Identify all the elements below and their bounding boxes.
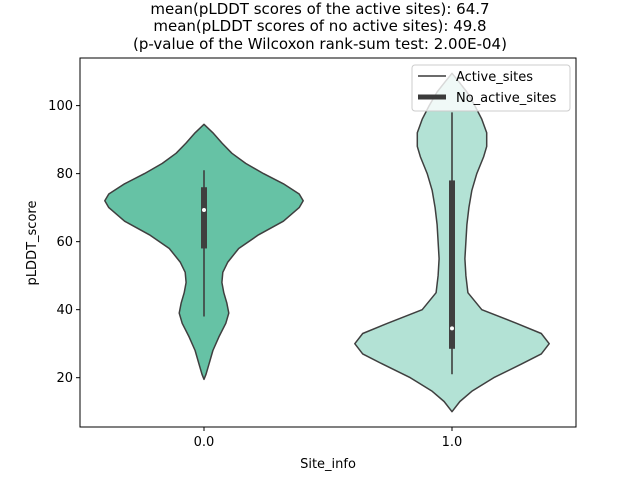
box-layer	[201, 112, 455, 375]
y-tick-label: 40	[56, 303, 73, 318]
legend-no-active-sites-label: No_active_sites	[456, 91, 557, 106]
y-tick-label: 80	[56, 167, 73, 182]
chart-title-line-1: mean(pLDDT scores of the active sites): …	[150, 0, 490, 18]
iqr-box-1-0	[449, 180, 455, 349]
violin-layer	[104, 72, 550, 413]
iqr-box-0-0	[201, 187, 207, 249]
x-axis-label: Site_info	[300, 457, 356, 472]
median-dot-0-0	[202, 208, 206, 213]
legend: Active_sites No_active_sites	[411, 64, 571, 112]
axes-frame	[79, 57, 577, 428]
y-tick-label: 60	[56, 235, 73, 250]
median-dot-1-0	[450, 326, 454, 331]
legend-active-sites-label: Active_sites	[456, 70, 533, 85]
y-tick-label: 20	[56, 371, 73, 386]
y-axis-ticks: 20 40 60 80 100	[48, 99, 80, 386]
y-tick-label: 100	[48, 99, 73, 114]
x-tick-label: 0.0	[194, 435, 215, 450]
chart-title-line-2: mean(pLDDT scores of no active sites): 4…	[153, 17, 487, 35]
x-axis-ticks: 0.0 1.0	[194, 427, 463, 450]
y-axis-label: pLDDT_score	[25, 201, 40, 286]
x-tick-label: 1.0	[442, 435, 463, 450]
chart-title-line-3: (p-value of the Wilcoxon rank-sum test: …	[133, 35, 507, 53]
legend-box	[411, 64, 571, 112]
